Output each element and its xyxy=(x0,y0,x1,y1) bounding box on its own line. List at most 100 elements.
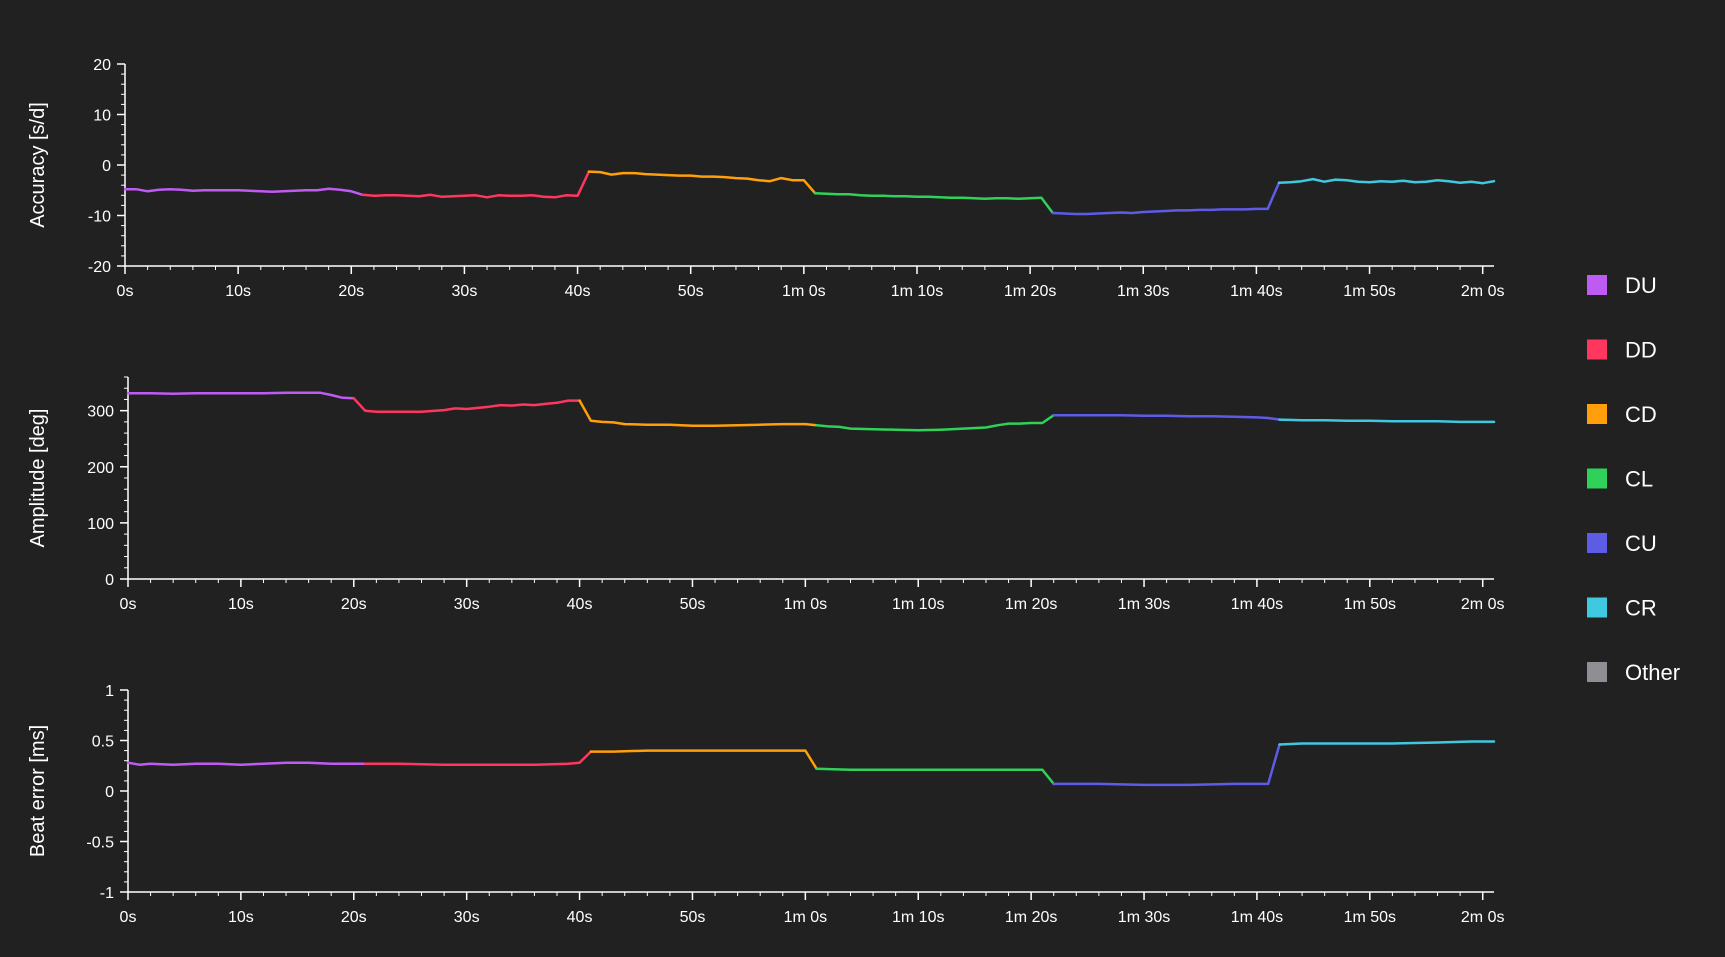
x-tick-label: 1m 0s xyxy=(784,909,828,926)
legend-swatch xyxy=(1587,662,1607,682)
x-tick-label: 1m 40s xyxy=(1231,596,1283,613)
legend-item-cl: CL xyxy=(1587,467,1653,492)
legend-item-du: DU xyxy=(1587,273,1657,298)
x-tick-label: 40s xyxy=(567,909,593,926)
legend-swatch xyxy=(1587,275,1607,295)
x-tick-label: 1m 50s xyxy=(1343,283,1395,300)
y-axis-title: Accuracy [s/d] xyxy=(27,102,49,228)
x-tick-label: 50s xyxy=(680,909,706,926)
x-tick-label: 30s xyxy=(454,596,480,613)
legend-label: Other xyxy=(1625,660,1680,685)
x-tick-label: 0s xyxy=(120,909,137,926)
series-line-5 xyxy=(1051,181,1281,216)
y-tick-label: -1 xyxy=(100,885,114,902)
legend-swatch xyxy=(1587,533,1607,553)
chart-panel-2: 0 100 200 300 0s 10s 20s 30s 40s 50s 1m 0s 1m 10s 1m… xyxy=(27,376,1505,613)
series-line-5 xyxy=(1052,743,1281,787)
x-tick-label: 1m 10s xyxy=(891,283,943,300)
legend-swatch xyxy=(1587,339,1607,360)
x-tick-label: 1m 20s xyxy=(1005,909,1057,926)
x-tick-label: 20s xyxy=(341,909,367,926)
series-line-2 xyxy=(361,170,591,199)
legend-label: DU xyxy=(1625,273,1657,298)
legend-label: CD xyxy=(1625,402,1657,427)
y-axis-title: Amplitude [deg] xyxy=(27,409,49,548)
x-tick-label: 1m 30s xyxy=(1118,909,1170,926)
x-tick-label: 20s xyxy=(338,283,364,300)
x-tick-label: 1m 20s xyxy=(1005,596,1057,613)
legend-item-dd: DD xyxy=(1587,338,1657,363)
x-tick-label: 1m 30s xyxy=(1118,596,1170,613)
series-line-3 xyxy=(587,170,817,195)
x-tick-label: 2m 0s xyxy=(1461,283,1505,300)
legend-label: CL xyxy=(1625,467,1653,492)
x-tick-label: 1m 0s xyxy=(784,596,828,613)
x-tick-label: 1m 0s xyxy=(782,283,826,300)
legend-swatch xyxy=(1587,468,1607,489)
series-line-2 xyxy=(352,397,581,414)
y-tick-label: 0 xyxy=(105,784,114,801)
x-tick-label: 1m 10s xyxy=(892,596,944,613)
y-tick-label: 100 xyxy=(87,516,114,533)
x-tick-label: 50s xyxy=(678,283,704,300)
y-axis-title: Beat error [ms] xyxy=(27,725,49,857)
x-tick-label: 1m 20s xyxy=(1004,283,1056,300)
series-line-4 xyxy=(815,767,1055,786)
y-tick-label: -10 xyxy=(88,209,111,226)
x-tick-label: 40s xyxy=(567,596,593,613)
chart-panel-1: -20 -10 0 10 20 0s 10s 20s 30s 40s 50s 1m 0s 1m 10s 1… xyxy=(27,57,1504,300)
x-tick-label: 30s xyxy=(452,283,478,300)
series-line-3 xyxy=(589,749,818,771)
series-line-5 xyxy=(1052,413,1281,421)
series-line-1 xyxy=(126,391,356,400)
x-tick-label: 1m 40s xyxy=(1230,283,1282,300)
y-tick-label: 300 xyxy=(87,404,114,421)
x-tick-label: 2m 0s xyxy=(1461,909,1505,926)
y-tick-label: -0.5 xyxy=(86,835,114,852)
x-tick-label: 10s xyxy=(228,909,254,926)
x-tick-label: 1m 40s xyxy=(1231,909,1283,926)
x-tick-label: 30s xyxy=(454,909,480,926)
series-line-6 xyxy=(1278,740,1496,746)
series-line-4 xyxy=(813,192,1055,215)
series-line-6 xyxy=(1278,418,1496,424)
legend-item-other: Other xyxy=(1587,660,1680,685)
x-tick-label: 1m 50s xyxy=(1344,909,1396,926)
x-tick-label: 0s xyxy=(120,596,137,613)
legend-item-cr: CR xyxy=(1587,596,1657,621)
y-tick-label: 0 xyxy=(102,158,111,175)
x-tick-label: 1m 10s xyxy=(892,909,944,926)
series-line-1 xyxy=(123,187,364,197)
series-line-1 xyxy=(126,761,367,766)
series-line-3 xyxy=(578,399,818,428)
legend-label: CR xyxy=(1625,596,1657,621)
legend-swatch xyxy=(1587,404,1607,424)
y-tick-label: 200 xyxy=(87,460,114,477)
y-tick-label: -20 xyxy=(88,259,111,276)
series-line-6 xyxy=(1277,177,1496,185)
x-tick-label: 20s xyxy=(341,596,367,613)
y-tick-label: 1 xyxy=(105,683,114,700)
y-tick-label: 0 xyxy=(105,572,114,589)
legend: DU DD CD CL CU CR Other xyxy=(1587,273,1680,685)
y-tick-label: 0.5 xyxy=(92,734,114,751)
legend-label: CU xyxy=(1625,531,1657,556)
y-tick-label: 10 xyxy=(93,108,111,125)
x-tick-label: 10s xyxy=(225,283,251,300)
legend-item-cu: CU xyxy=(1587,531,1657,556)
series-line-4 xyxy=(815,413,1055,432)
series-line-2 xyxy=(363,750,593,766)
legend-item-cd: CD xyxy=(1587,402,1657,427)
x-tick-label: 0s xyxy=(117,283,134,300)
x-tick-label: 1m 50s xyxy=(1344,596,1396,613)
y-tick-label: 20 xyxy=(93,57,111,74)
x-tick-label: 1m 30s xyxy=(1117,283,1169,300)
x-tick-label: 10s xyxy=(228,596,254,613)
x-tick-label: 50s xyxy=(680,596,706,613)
x-tick-label: 40s xyxy=(565,283,591,300)
legend-swatch xyxy=(1587,597,1607,618)
legend-label: DD xyxy=(1625,338,1657,363)
x-tick-label: 2m 0s xyxy=(1461,596,1505,613)
